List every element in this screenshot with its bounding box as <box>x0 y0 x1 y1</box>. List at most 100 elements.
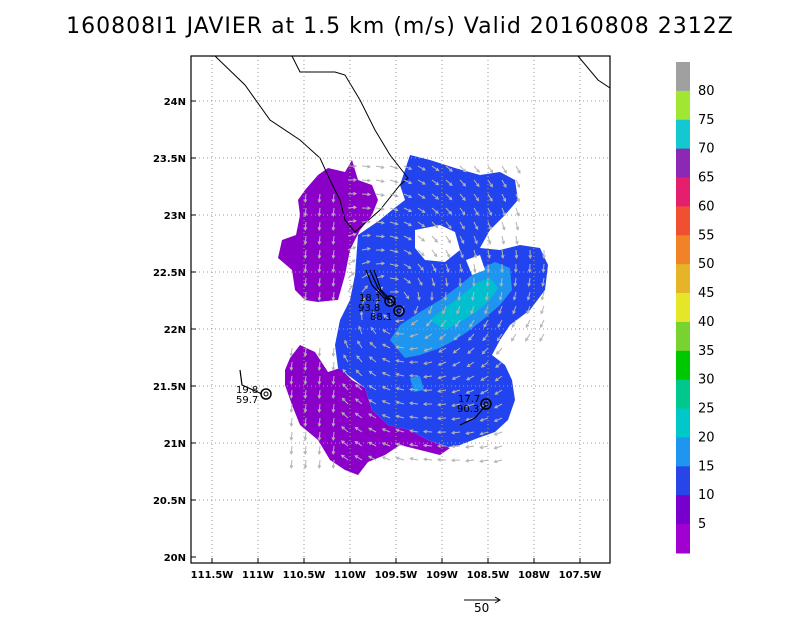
wind-arrow <box>332 389 335 399</box>
wind-arrow <box>459 165 466 173</box>
wind-arrow <box>515 207 520 216</box>
wind-arrow-head <box>496 350 500 355</box>
wind-arrow-head <box>421 223 426 228</box>
wind-arrow <box>396 346 405 349</box>
wind-arrow <box>525 333 531 342</box>
wind-arrow <box>494 403 503 409</box>
wind-arrow-head <box>340 454 345 459</box>
colorbar-swatch <box>676 495 690 525</box>
wind-arrow <box>494 389 503 395</box>
wind-arrow <box>515 235 518 244</box>
wind-arrow-head <box>395 345 400 350</box>
wind-region-purple-south <box>285 345 450 475</box>
wind-arrow <box>423 389 433 391</box>
wind-arrow <box>444 291 447 301</box>
wind-arrow-head <box>354 441 359 445</box>
wind-arrow <box>318 417 321 427</box>
wind-arrow-head <box>423 348 428 352</box>
wind-arrow-head <box>375 297 380 302</box>
wind-arrow-head <box>368 356 373 360</box>
wind-arrow <box>396 360 405 363</box>
wind-arrow-head <box>408 251 412 255</box>
wind-arrow <box>466 459 475 462</box>
wind-arrow <box>487 165 494 173</box>
wind-arrow-head <box>417 296 421 301</box>
wind-arrow-head <box>368 427 372 431</box>
wind-arrow <box>389 207 398 211</box>
wind-arrow-head <box>449 168 453 172</box>
wind-arrow <box>445 193 453 200</box>
wind-arrow-head <box>513 282 518 287</box>
colorbar-swatch <box>676 62 690 92</box>
wind-arrow <box>403 221 412 226</box>
longitude-labels: 111.5W 111W 110.5W 110W 109.5W 109W 108.… <box>191 570 602 581</box>
wind-arrow <box>515 165 521 174</box>
wind-arrow-head <box>470 310 474 315</box>
wind-arrow-head <box>381 357 386 362</box>
wind-arrow-head <box>408 222 413 227</box>
wind-arrow-head <box>493 459 498 464</box>
wind-arrow-head <box>395 428 400 433</box>
wind-arrow-head <box>515 226 520 231</box>
data-gap-2 <box>466 255 485 275</box>
wind-arrow <box>347 259 356 265</box>
wind-arrow <box>469 319 475 328</box>
wind-arrow-head <box>317 409 322 414</box>
wind-arrow <box>468 333 475 341</box>
lat-label: 21.5N <box>153 382 186 393</box>
wind-arrow <box>539 333 545 342</box>
wind-arrow-head <box>501 240 506 245</box>
wind-arrow <box>442 305 447 314</box>
wind-arrow-head <box>438 349 443 353</box>
wind-arrow-head <box>512 310 516 315</box>
latitude-labels: 24N 23.5N 23N 22.5N 22N 21.5N 21N 20.5N … <box>153 97 186 564</box>
wind-arrow <box>480 417 489 422</box>
wind-arrow-head <box>437 375 442 380</box>
colorbar-label: 10 <box>698 488 715 503</box>
wind-arrow-head <box>303 241 308 246</box>
wind-arrow <box>382 358 391 363</box>
wind-arrow <box>459 249 464 258</box>
wind-arrow-head <box>448 182 453 187</box>
wind-arrow <box>481 361 489 368</box>
wind-arrow-head <box>489 197 493 202</box>
wind-arrow <box>513 291 517 300</box>
wind-arrow <box>382 372 391 377</box>
wind-arrow <box>341 426 349 433</box>
colorbar-swatch <box>676 177 690 207</box>
wind-arrow-head <box>493 432 498 436</box>
wind-arrow <box>318 221 321 231</box>
lon-label: 110W <box>334 570 366 581</box>
wind-arrow <box>466 389 475 394</box>
wind-arrow-head <box>479 418 484 422</box>
wind-arrow-head <box>381 456 386 460</box>
wind-arrow <box>494 459 503 463</box>
wind-arrow-head <box>496 337 501 342</box>
wind-arrow-head <box>447 239 451 244</box>
wind-arrow <box>515 221 519 230</box>
wind-arrow <box>304 459 307 469</box>
wind-arrow-head <box>331 213 336 218</box>
wind-arrow-head <box>481 350 486 355</box>
wind-arrow <box>512 305 517 314</box>
lon-label: 108.5W <box>467 570 510 581</box>
wind-arrow-head <box>408 180 413 184</box>
wind-arrow-head <box>525 337 529 342</box>
wind-region-cyan <box>430 278 498 330</box>
wind-arrow <box>445 165 453 172</box>
wind-arrow-head <box>367 233 372 238</box>
wind-arrow-head <box>351 272 355 276</box>
wind-arrow-head <box>432 268 437 273</box>
wind-arrow-head <box>341 411 346 416</box>
wind-arrow <box>382 386 391 391</box>
axis-ticks <box>191 100 581 563</box>
wind-arrow <box>355 384 363 391</box>
wind-arrow-head <box>450 458 455 463</box>
wind-arrow <box>454 333 461 341</box>
wind-arrow <box>453 347 461 354</box>
wind-arrow <box>410 333 419 337</box>
wind-arrow-head <box>289 409 294 414</box>
wind-arrow <box>318 361 321 371</box>
wind-arrow <box>428 305 433 314</box>
